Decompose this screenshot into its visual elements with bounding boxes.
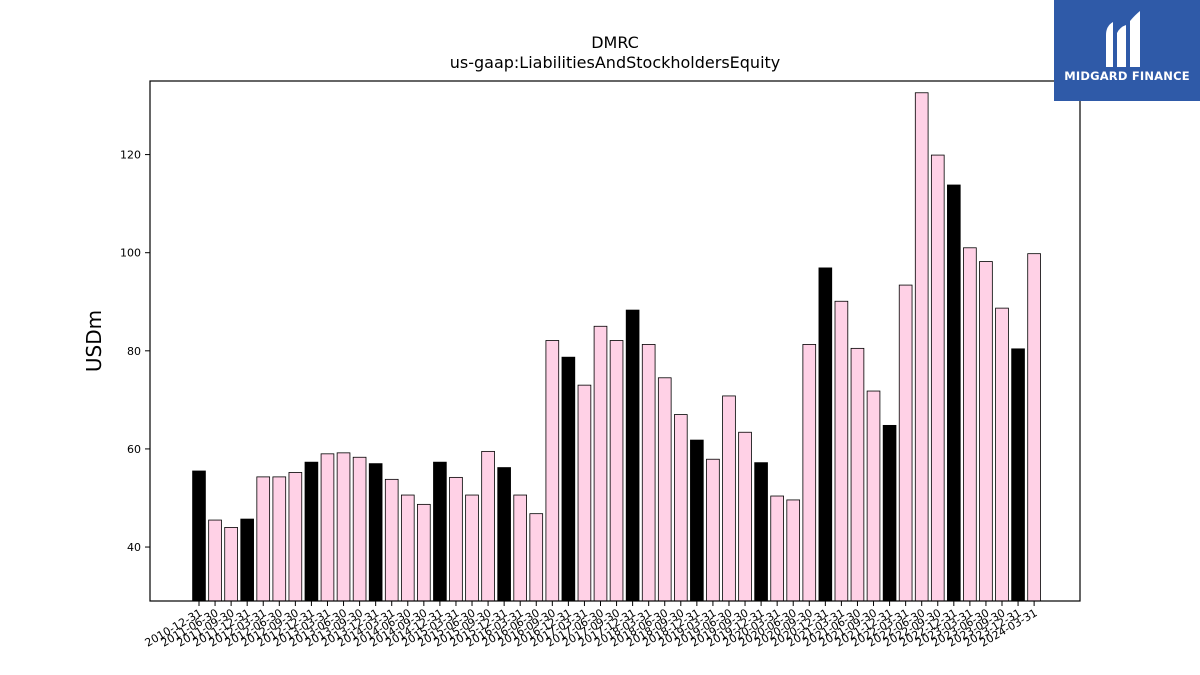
bar-2020-06-30: [786, 499, 801, 602]
x-axis: 2010-12-312011-06-302011-09-302011-12-31…: [143, 601, 1040, 650]
y-tick-label-100: 100: [120, 247, 141, 260]
bar-2015-06-30: [465, 494, 479, 602]
bar-2023-06-30: [979, 261, 993, 602]
bar-2019-12-31: [754, 462, 768, 602]
chart-title: DMRC: [591, 33, 639, 52]
y-axis-label: USDm: [82, 310, 106, 372]
chart-subtitle: us-gaap:LiabilitiesAndStockholdersEquity: [450, 53, 781, 72]
bar-2016-06-30: [529, 513, 544, 602]
bar-2019-03-31: [706, 458, 720, 602]
bar-2020-03-31: [770, 495, 784, 602]
bar-2017-09-30: [609, 340, 624, 602]
bar-2019-09-30: [738, 431, 752, 602]
y-tick-label-120: 120: [120, 149, 141, 162]
bar-2021-09-30: [866, 390, 881, 602]
bar-2015-12-31: [497, 467, 511, 602]
bar-2013-06-30: [336, 452, 351, 602]
bar-2023-12-31: [1011, 348, 1025, 602]
plot-frame: [149, 80, 1081, 602]
brand-logo: MIDGARD FINANCE: [1054, 0, 1200, 101]
bar-2014-09-30: [417, 503, 431, 602]
bar-2012-03-31: [256, 476, 271, 602]
bar-2012-09-30: [288, 472, 303, 602]
bar-2014-03-31: [384, 478, 399, 602]
bar-2017-03-31: [577, 384, 592, 602]
bar-2018-03-31: [641, 344, 656, 602]
bar-2015-03-31: [449, 476, 463, 602]
bar-2014-12-31: [433, 461, 447, 602]
bar-2021-03-31: [834, 300, 849, 602]
bar-2011-12-31: [240, 518, 254, 602]
bar-2013-09-30: [352, 456, 367, 602]
bar-2017-12-31: [625, 309, 640, 602]
bar-2019-06-30: [722, 395, 736, 602]
bar-2011-09-30: [224, 527, 238, 602]
bar-2023-03-31: [963, 247, 977, 602]
bar-2012-12-31: [304, 461, 319, 602]
y-axis: 40 60 80 100 120: [120, 149, 150, 554]
bar-2018-09-30: [674, 414, 688, 602]
bar-2020-09-30: [802, 344, 817, 602]
bar-2018-12-31: [690, 439, 704, 602]
bar-2017-06-30: [593, 325, 608, 602]
midgard-mark-icon: [1106, 11, 1140, 67]
bar-2013-03-31: [320, 453, 335, 602]
bar-2020-12-31: [818, 267, 833, 602]
y-tick-label-40: 40: [127, 541, 141, 554]
bar-2018-06-30: [657, 377, 672, 602]
y-tick-label-60: 60: [127, 443, 141, 456]
bar-2021-06-30: [850, 347, 865, 602]
bar-2016-03-31: [513, 494, 527, 602]
bar-2016-12-31: [561, 356, 576, 602]
brand-name: MIDGARD FINANCE: [1064, 69, 1190, 83]
bar-2012-06-30: [272, 476, 287, 602]
bar-2010-12-31: [192, 470, 206, 602]
bar-2024-03-31: [1027, 253, 1041, 602]
bar-2011-06-30: [208, 519, 222, 602]
bar-2015-09-30: [481, 450, 495, 602]
bar-2013-12-31: [368, 463, 383, 602]
bar-2014-06-30: [400, 494, 415, 602]
bar-2023-09-30: [995, 307, 1009, 602]
bar-2022-09-30: [930, 154, 945, 602]
bar-2022-06-30: [914, 92, 929, 602]
bars-layer: [192, 92, 1041, 602]
bar-2022-12-31: [947, 184, 961, 602]
bar-2016-09-30: [545, 340, 560, 602]
y-tick-label-80: 80: [127, 345, 141, 358]
bar-2021-12-31: [882, 424, 897, 602]
bar-2022-03-31: [898, 284, 913, 602]
